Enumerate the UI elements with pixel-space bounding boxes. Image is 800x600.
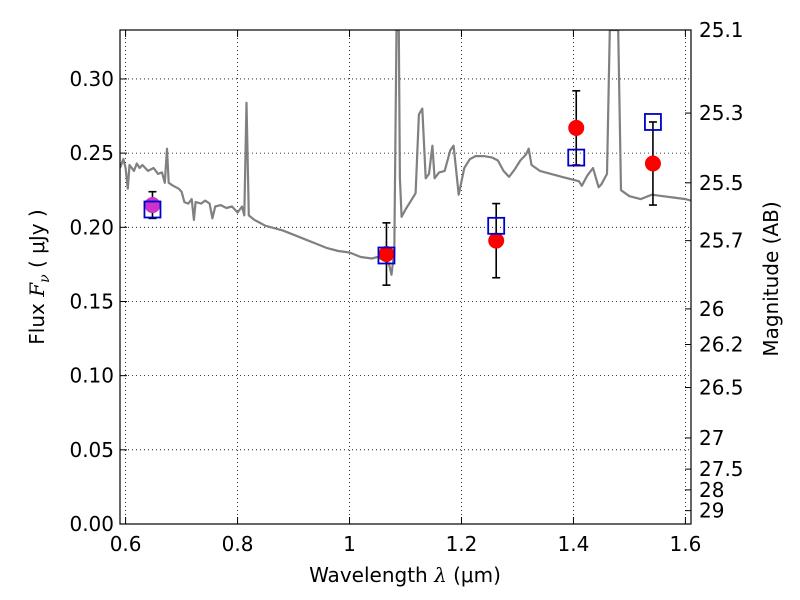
x-tick-label: 1 [343, 532, 356, 556]
observed-point [644, 155, 661, 172]
spectrum-series [120, 30, 691, 276]
marker-layer [143, 90, 662, 286]
y-axis-left: 0.00 0.05 0.10 0.15 0.20 0.25 0.30 [69, 67, 127, 536]
y-tick-label: 0.30 [69, 67, 114, 91]
model-square [143, 200, 162, 219]
x-tick-label: 0.6 [110, 532, 142, 556]
y-tick-label: 0.00 [69, 512, 114, 536]
right-tick-label: 26.5 [699, 376, 744, 400]
right-tick-label: 26.2 [699, 332, 744, 356]
grid [120, 30, 691, 525]
x-tick-label: 0.8 [222, 532, 254, 556]
observed-point [378, 246, 395, 263]
observed-point [144, 197, 161, 214]
right-tick-label: 26 [699, 297, 724, 321]
right-tick-label: 27 [699, 426, 724, 450]
y-tick-label: 0.25 [69, 141, 114, 165]
right-tick-label: 25.3 [699, 101, 744, 125]
right-tick-label: 25.1 [699, 18, 744, 42]
model-square [377, 246, 396, 265]
x-axis-label: Wavelength λ (μm) [309, 563, 501, 587]
y-tick-label: 0.15 [69, 289, 114, 313]
y-tick-label: 0.10 [69, 364, 114, 388]
y-axis-right-label: Magnitude (AB) [759, 201, 783, 356]
right-tick-label: 25.5 [699, 171, 744, 195]
right-tick-label: 27.5 [699, 457, 744, 481]
x-tick-label: 1.4 [558, 532, 590, 556]
right-tick-label: 28 [699, 478, 724, 502]
x-tick-label: 1.2 [446, 532, 478, 556]
model-square [644, 113, 662, 131]
model-square [487, 216, 506, 235]
right-tick-label: 29 [699, 499, 724, 523]
y-tick-label: 0.20 [69, 215, 114, 239]
plot-frame [119, 29, 692, 525]
x-axis: 0.6 0.8 1 1.2 1.4 1.6 [110, 30, 701, 556]
observed-point [568, 119, 585, 136]
x-tick-label: 1.6 [669, 532, 701, 556]
spectrum-line [120, 30, 691, 276]
y-tick-label: 0.05 [69, 438, 114, 462]
observed-point [488, 232, 505, 249]
model-square [567, 148, 586, 167]
right-tick-label: 25.7 [699, 229, 744, 253]
y-axis-label: Flux Fν ( μJy ) [25, 209, 53, 344]
